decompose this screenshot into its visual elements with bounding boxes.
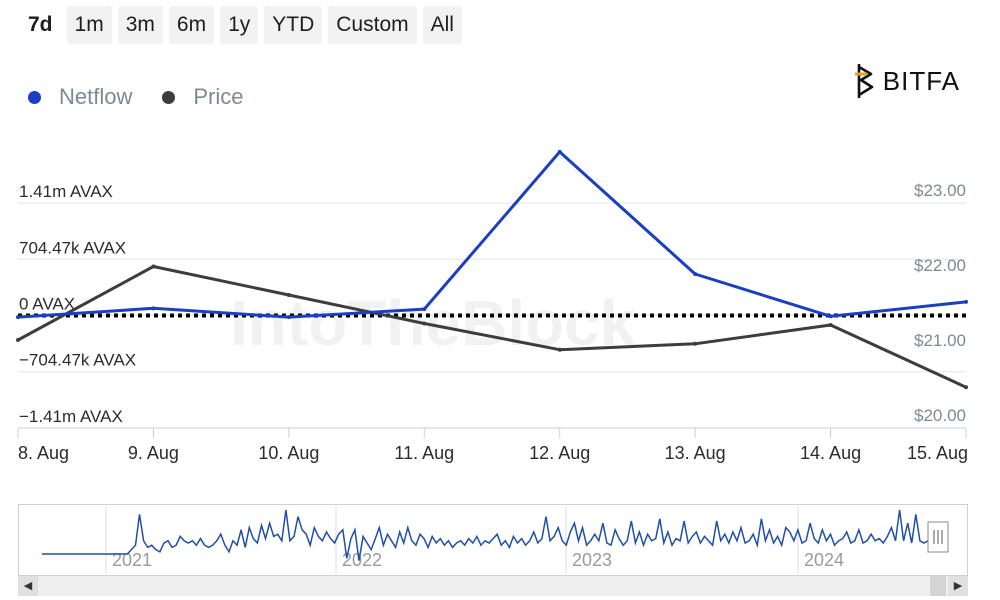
y-left-tick-label: 704.47k AVAX [19, 238, 126, 257]
legend-item-price[interactable]: Price [162, 84, 243, 110]
data-point-netflow[interactable] [693, 272, 698, 277]
navigator-year-label: 2024 [804, 550, 844, 570]
series-layer [16, 149, 968, 390]
grip-icon [933, 530, 943, 544]
x-tick-label: 11. Aug [394, 443, 454, 463]
navigator-year-label: 2023 [572, 550, 612, 570]
x-tick-label: 10. Aug [258, 443, 319, 463]
data-point-price[interactable] [422, 321, 427, 326]
y-right-tick-label: $22.00 [914, 256, 966, 275]
y-left-tick-label: 0 AVAX [19, 295, 75, 314]
data-point-netflow[interactable] [151, 306, 156, 311]
navigator-scrollbar[interactable] [18, 576, 968, 596]
navigator-year-labels: 2021 2022 2023 2024 [112, 550, 844, 570]
series-line-netflow [17, 150, 967, 319]
data-point-netflow[interactable] [16, 315, 20, 320]
range-selector: 7d 1m 3m 6m 1y YTD Custom All [20, 6, 462, 44]
y-axis-left: 1.41m AVAX 704.47k AVAX 0 AVAX −704.47k AVA… [19, 182, 136, 426]
navigator-frame [18, 504, 968, 576]
x-axis: 8. Aug 9. Aug 10. Aug 11. Aug 12. Aug 13. Aug… [17, 428, 968, 463]
x-tick-label: 8. Aug [18, 443, 69, 463]
scroll-right-arrow-icon[interactable]: ▶ [948, 576, 968, 596]
x-tick-label: 9. Aug [128, 443, 179, 463]
navigator-netflow-line [42, 509, 929, 561]
legend-label-netflow: Netflow [59, 84, 133, 109]
x-tick-label: 13. Aug [665, 443, 726, 463]
range-button-1y[interactable]: 1y [220, 6, 259, 44]
y-left-tick-label: −1.41m AVAX [19, 407, 123, 426]
series-line-price [17, 265, 967, 389]
navigator-chart[interactable]: 2021 2022 2023 2024 [0, 500, 1000, 600]
data-point-netflow[interactable] [557, 149, 562, 154]
navigator-year-label: 2022 [342, 550, 382, 570]
data-point-netflow[interactable] [828, 314, 833, 319]
x-tick-label: 12. Aug [529, 443, 590, 463]
x-tick-label: 15. Aug [907, 443, 968, 463]
range-button-3m[interactable]: 3m [117, 6, 163, 44]
y-axis-right: $23.00 $22.00 $21.00 $20.00 [914, 181, 966, 425]
data-point-price[interactable] [286, 293, 291, 297]
data-point-price[interactable] [964, 385, 968, 390]
legend-item-netflow[interactable]: Netflow [28, 84, 132, 110]
range-button-1m[interactable]: 1m [66, 6, 112, 44]
logo-text: BITFA [882, 65, 960, 96]
data-point-price[interactable] [828, 323, 833, 327]
x-tick-label: 14. Aug [800, 443, 861, 463]
y-left-tick-label: −704.47k AVAX [19, 351, 136, 370]
y-right-tick-label: $23.00 [914, 181, 966, 200]
data-point-netflow[interactable] [286, 315, 291, 320]
range-button-7d[interactable]: 7d [20, 6, 61, 44]
navigator-year-label: 2021 [112, 550, 152, 570]
range-button-custom[interactable]: Custom [328, 6, 417, 44]
bitfa-logo: BITFA [853, 62, 960, 100]
data-point-price[interactable] [557, 347, 562, 352]
range-button-6m[interactable]: 6m [168, 6, 215, 44]
data-point-price[interactable] [693, 341, 698, 346]
range-button-ytd[interactable]: YTD [264, 6, 323, 44]
chart-legend: Netflow Price [28, 84, 243, 110]
data-point-netflow[interactable] [964, 299, 968, 304]
netflow-dot-icon [28, 90, 41, 104]
data-point-netflow[interactable] [422, 307, 427, 312]
data-point-price[interactable] [16, 338, 20, 342]
y-left-tick-label: 1.41m AVAX [19, 182, 113, 201]
y-right-tick-label: $21.00 [914, 331, 966, 350]
navigator-grid [105, 506, 799, 574]
y-right-tick-label: $20.00 [914, 406, 966, 425]
legend-label-price: Price [193, 84, 244, 109]
data-point-price[interactable] [151, 264, 156, 269]
scroll-left-arrow-icon[interactable]: ◀ [18, 576, 38, 596]
scrollbar-thumb[interactable] [930, 576, 946, 596]
bitfa-logo-icon [854, 64, 874, 98]
range-button-all[interactable]: All [422, 6, 462, 44]
price-dot-icon [162, 90, 176, 104]
